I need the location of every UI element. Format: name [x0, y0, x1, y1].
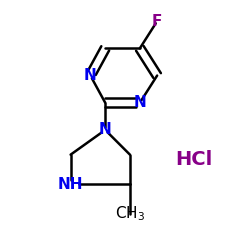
- Text: CH$_3$: CH$_3$: [115, 205, 145, 223]
- Text: HCl: HCl: [176, 150, 213, 169]
- Text: F: F: [152, 14, 162, 29]
- Text: N: N: [134, 95, 146, 110]
- Text: N: N: [84, 68, 97, 83]
- Text: NH: NH: [58, 177, 83, 192]
- Text: N: N: [99, 122, 112, 138]
